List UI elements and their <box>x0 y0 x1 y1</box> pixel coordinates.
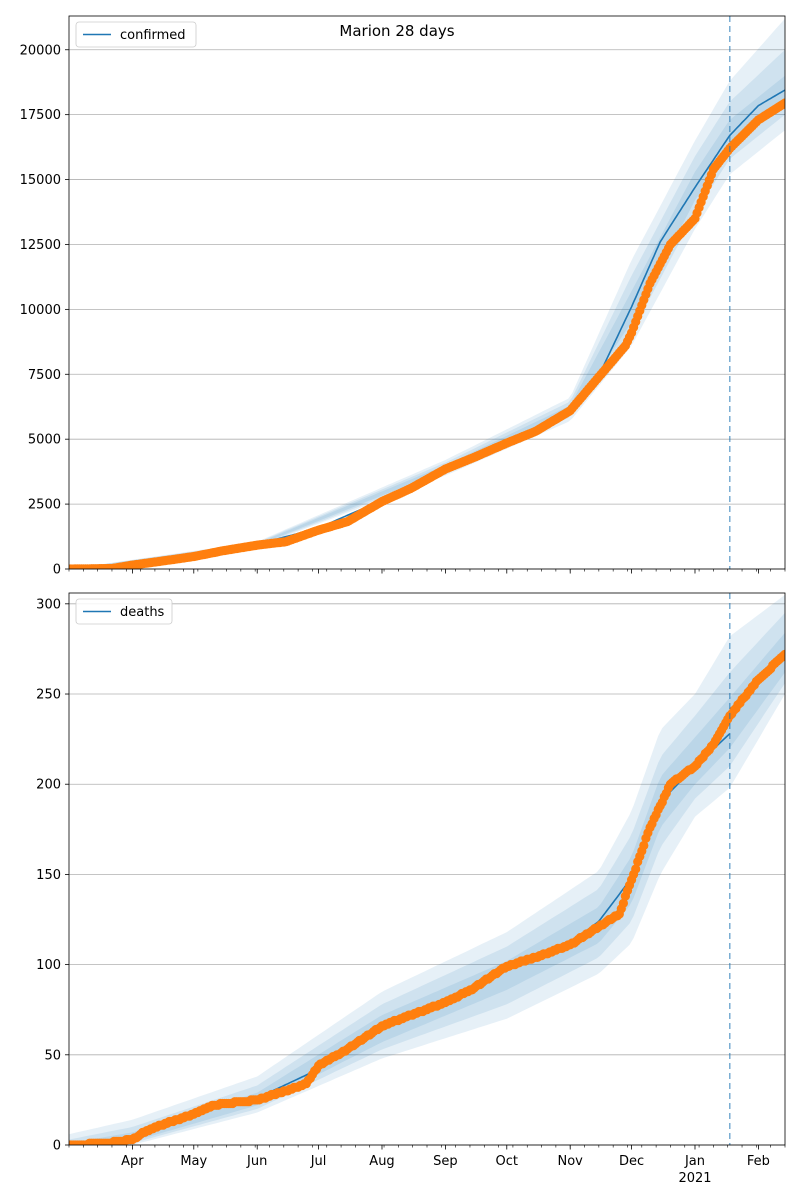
x-tick-label: Aug <box>369 1154 394 1169</box>
x-tick-label: Apr <box>121 1154 144 1169</box>
uncertainty-band-3 <box>69 75 785 569</box>
x-tick-label: Jun <box>246 1154 267 1169</box>
x-tick-label: Nov <box>558 1154 584 1169</box>
x-tick-label: Sep <box>433 1154 458 1169</box>
model-line-confirmed <box>69 89 785 569</box>
y-tick-label: 2500 <box>28 498 61 513</box>
observed-point <box>618 898 629 908</box>
legend: deaths <box>75 598 173 625</box>
observed-point <box>780 649 785 659</box>
y-tick-label: 10000 <box>20 303 61 318</box>
y-tick-label: 7500 <box>28 368 61 383</box>
x-year-label: 2021 <box>678 1171 711 1186</box>
legend: confirmed <box>75 21 197 48</box>
x-tick-label: Oct <box>496 1154 518 1169</box>
x-tick-label: Feb <box>747 1154 770 1169</box>
y-tick-label: 250 <box>36 688 61 703</box>
observed-point <box>631 864 641 874</box>
uncertainty-band-3 <box>69 632 785 1145</box>
y-tick-label: 50 <box>44 1048 61 1063</box>
y-tick-label: 20000 <box>20 43 61 58</box>
y-tick-label: 15000 <box>20 173 61 188</box>
observed-point <box>780 98 785 108</box>
y-tick-label: 100 <box>36 958 61 973</box>
plot-area <box>69 18 785 569</box>
axes-frame <box>68 15 786 570</box>
legend-box <box>75 598 173 625</box>
figure-title: Marion 28 days <box>339 22 454 40</box>
y-tick-label: 0 <box>53 563 61 578</box>
plot-area <box>69 594 785 1145</box>
y-tick-label: 17500 <box>20 108 61 123</box>
x-tick-label: May <box>180 1154 207 1169</box>
y-tick-label: 0 <box>53 1139 61 1154</box>
observed-point <box>639 840 649 851</box>
y-tick-label: 300 <box>36 597 61 612</box>
uncertainty-band-1 <box>69 18 785 569</box>
y-tick-label: 5000 <box>28 433 61 448</box>
y-tick-label: 12500 <box>20 238 61 253</box>
axes-frame <box>68 592 786 1146</box>
deaths-chart-panel: 0 50 100 150 200 250 300 Apr May Jun Jul Aug Sep Oct N… <box>36 592 786 1186</box>
uncertainty-band-2 <box>69 612 785 1145</box>
uncertainty-band-1 <box>69 594 785 1145</box>
y-tick-label: 150 <box>36 868 61 883</box>
legend-box <box>75 21 197 48</box>
x-tick-label: Jul <box>310 1154 327 1169</box>
x-tick-label: Jan <box>684 1154 705 1169</box>
x-tick-label: Dec <box>619 1154 644 1169</box>
legend-label: deaths <box>120 605 165 620</box>
y-tick-label: 200 <box>36 778 61 793</box>
confirmed-chart-panel: 0 2500 5000 7500 10000 12500 15000 17500 20000 co… <box>20 15 786 578</box>
legend-label: confirmed <box>120 28 186 43</box>
